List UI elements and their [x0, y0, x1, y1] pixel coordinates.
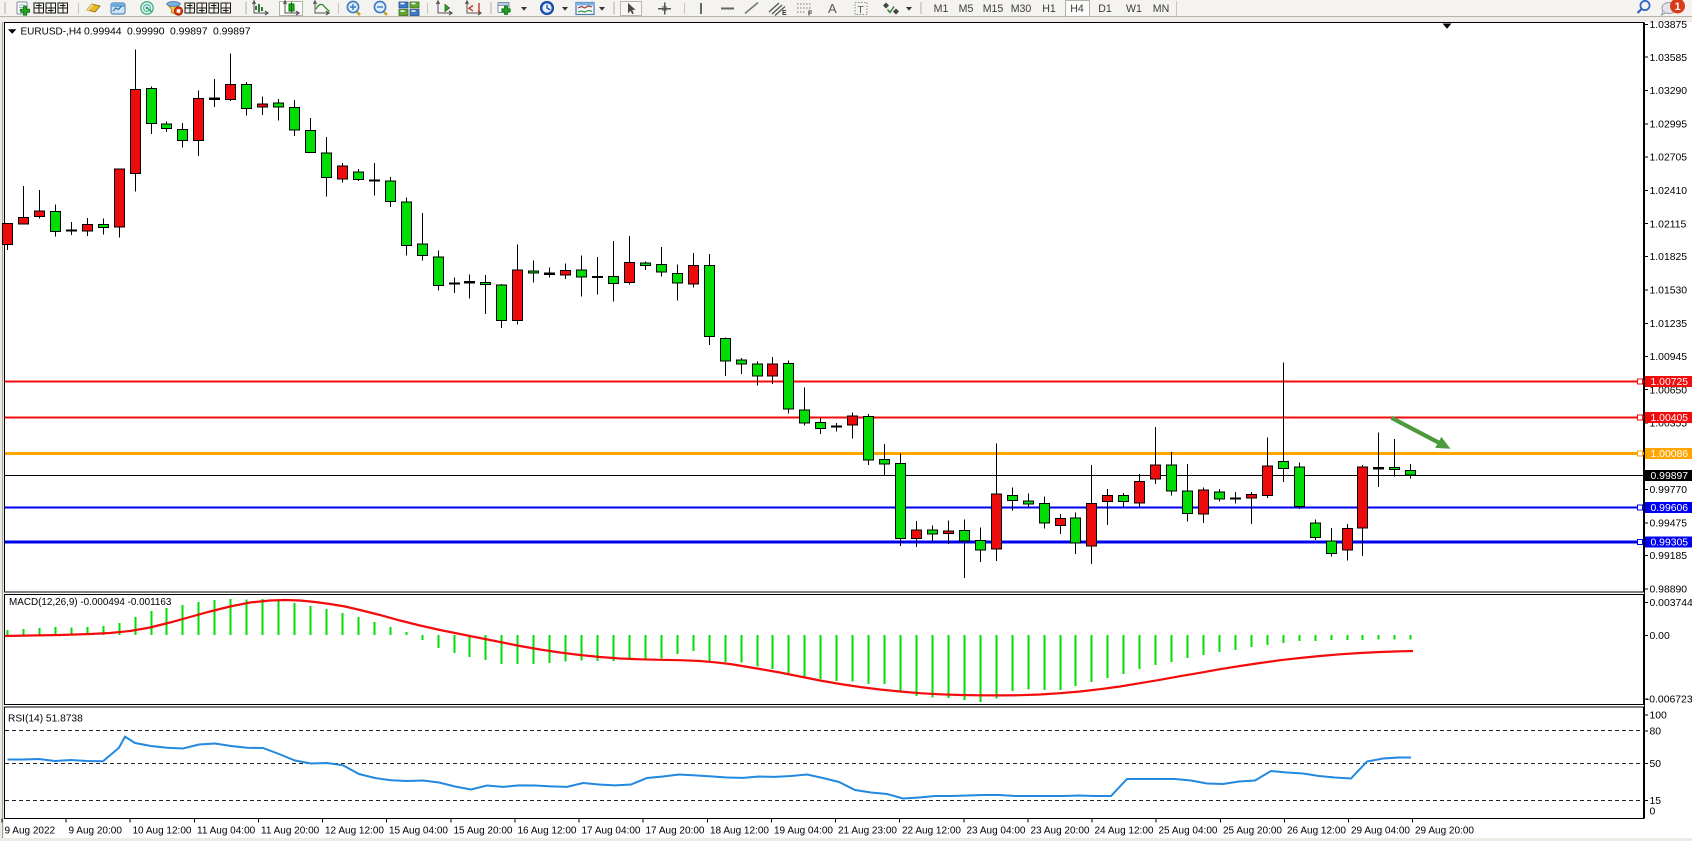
svg-text:16 Aug 12:00: 16 Aug 12:00	[518, 826, 577, 837]
svg-text:W1: W1	[1126, 3, 1142, 15]
svg-text:100: 100	[1650, 711, 1668, 722]
svg-text:MACD(12,26,9) -0.000494 -0.001: MACD(12,26,9) -0.000494 -0.001163	[9, 597, 172, 608]
svg-text:1.02115: 1.02115	[1650, 219, 1687, 230]
svg-text:H4: H4	[1070, 3, 1084, 15]
svg-text:9 Aug 2022: 9 Aug 2022	[5, 826, 56, 837]
svg-text:15: 15	[1650, 796, 1662, 807]
svg-text:22 Aug 12:00: 22 Aug 12:00	[902, 826, 961, 837]
svg-text:M1: M1	[934, 3, 949, 15]
svg-text:1.01825: 1.01825	[1650, 252, 1688, 263]
svg-text:11 Aug 04:00: 11 Aug 04:00	[197, 826, 256, 837]
svg-text:1.00725: 1.00725	[1651, 377, 1689, 388]
svg-text:F: F	[808, 11, 813, 18]
svg-text:EURUSD-,H4: EURUSD-,H4	[21, 27, 83, 38]
svg-text:-0.006723: -0.006723	[1646, 695, 1692, 706]
svg-text:19 Aug 04:00: 19 Aug 04:00	[774, 826, 833, 837]
svg-text:1.03290: 1.03290	[1650, 86, 1688, 97]
svg-text:1: 1	[1674, 1, 1680, 13]
svg-text:80: 80	[1650, 727, 1662, 738]
svg-text:E: E	[782, 10, 787, 17]
svg-text:M5: M5	[959, 3, 974, 15]
svg-text:0.99770: 0.99770	[1650, 485, 1688, 496]
svg-text:26 Aug 12:00: 26 Aug 12:00	[1287, 826, 1346, 837]
svg-text:0.00: 0.00	[1650, 631, 1670, 642]
svg-text:0.99606: 0.99606	[1651, 503, 1689, 514]
svg-text:9 Aug 20:00: 9 Aug 20:00	[69, 826, 123, 837]
svg-text:M15: M15	[983, 3, 1004, 15]
svg-text:0.99897: 0.99897	[213, 27, 251, 38]
svg-text:1.01530: 1.01530	[1650, 286, 1688, 297]
svg-text:17 Aug 04:00: 17 Aug 04:00	[582, 826, 641, 837]
svg-text:0.99185: 0.99185	[1650, 551, 1688, 562]
svg-text:H1: H1	[1042, 3, 1056, 15]
svg-text:D1: D1	[1098, 3, 1112, 15]
svg-text:1.01235: 1.01235	[1650, 319, 1688, 330]
svg-text:M30: M30	[1011, 3, 1032, 15]
svg-text:25 Aug 20:00: 25 Aug 20:00	[1223, 826, 1282, 837]
svg-text:T: T	[858, 5, 864, 16]
svg-text:1.02410: 1.02410	[1650, 186, 1688, 197]
svg-text:0: 0	[1650, 807, 1656, 818]
svg-text:12 Aug 12:00: 12 Aug 12:00	[325, 826, 384, 837]
svg-text:15 Aug 04:00: 15 Aug 04:00	[389, 826, 448, 837]
svg-text:0.99897: 0.99897	[170, 27, 208, 38]
svg-text:MN: MN	[1153, 3, 1169, 15]
svg-text:1.02995: 1.02995	[1650, 120, 1688, 131]
svg-text:0.99990: 0.99990	[127, 27, 165, 38]
svg-text:0.99305: 0.99305	[1651, 538, 1689, 549]
svg-text:0.99475: 0.99475	[1650, 518, 1688, 529]
svg-text:29 Aug 04:00: 29 Aug 04:00	[1351, 826, 1410, 837]
svg-text:1.00405: 1.00405	[1651, 413, 1689, 424]
svg-text:A: A	[828, 1, 837, 16]
svg-text:50: 50	[1650, 759, 1662, 770]
svg-text:29 Aug 20:00: 29 Aug 20:00	[1415, 826, 1474, 837]
svg-text:25 Aug 04:00: 25 Aug 04:00	[1159, 826, 1218, 837]
svg-text:0.99897: 0.99897	[1651, 471, 1689, 482]
svg-text:1.03875: 1.03875	[1650, 20, 1688, 31]
svg-text:0.99944: 0.99944	[84, 27, 122, 38]
svg-text:1.00945: 1.00945	[1650, 352, 1688, 363]
svg-text:24 Aug 12:00: 24 Aug 12:00	[1095, 826, 1154, 837]
svg-text:10 Aug 12:00: 10 Aug 12:00	[133, 826, 192, 837]
svg-text:1.00650: 1.00650	[1650, 385, 1688, 396]
svg-text:23 Aug 04:00: 23 Aug 04:00	[967, 826, 1026, 837]
svg-text:18 Aug 12:00: 18 Aug 12:00	[710, 826, 769, 837]
svg-text:11 Aug 20:00: 11 Aug 20:00	[261, 826, 320, 837]
svg-text:21 Aug 23:00: 21 Aug 23:00	[838, 826, 897, 837]
svg-text:17 Aug 20:00: 17 Aug 20:00	[646, 826, 705, 837]
svg-text:0.003744: 0.003744	[1650, 598, 1692, 609]
svg-text:1.02705: 1.02705	[1650, 153, 1688, 164]
svg-text:RSI(14) 51.8738: RSI(14) 51.8738	[8, 714, 83, 725]
svg-text:0.98890: 0.98890	[1650, 585, 1688, 596]
svg-text:23 Aug 20:00: 23 Aug 20:00	[1031, 826, 1090, 837]
svg-text:1.00086: 1.00086	[1651, 449, 1689, 460]
svg-text:15 Aug 20:00: 15 Aug 20:00	[454, 826, 513, 837]
svg-text:1.03585: 1.03585	[1650, 53, 1688, 64]
svg-text:1.00355: 1.00355	[1650, 419, 1688, 430]
